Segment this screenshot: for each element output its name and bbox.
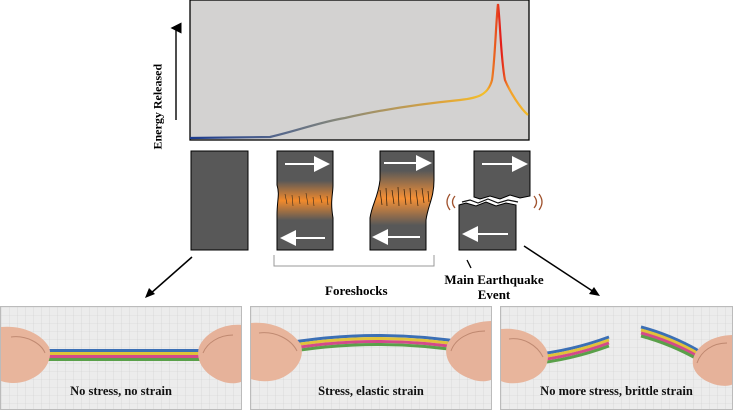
photo-caption-3: No more stress, brittle strain xyxy=(540,384,693,398)
main-event-label-line1: Main Earthquake xyxy=(444,272,544,287)
rupture-line xyxy=(461,198,519,204)
layered-strip-flat xyxy=(21,349,226,361)
foreshocks-bracket xyxy=(273,255,435,267)
foreshocks-label: Foreshocks xyxy=(325,283,388,298)
block-foreshock-1 xyxy=(276,150,334,251)
strain-marks-2 xyxy=(379,186,430,207)
photo-no-strain: No stress, no strain xyxy=(0,306,242,410)
main-event-label: Main Earthquake Event xyxy=(440,272,548,302)
chart-plot-area xyxy=(189,0,530,141)
hand-left xyxy=(501,328,548,384)
block-ruptured-bottom xyxy=(458,201,517,251)
block-ruptured-top xyxy=(473,150,531,200)
energy-chart xyxy=(170,0,530,141)
arrowhead-photo-1 xyxy=(145,288,155,298)
main-event-label-line2: Event xyxy=(477,287,511,302)
arrowhead-photo-3 xyxy=(589,287,600,296)
strain-marks-1 xyxy=(284,192,329,207)
block-unstressed xyxy=(190,150,249,251)
main-event-tick xyxy=(466,259,472,269)
photo-brittle-strain: No more stress, brittle strain xyxy=(500,306,733,410)
arrow-to-photo-3 xyxy=(523,245,595,293)
strain-blocks-diagram xyxy=(145,150,600,298)
hand-right xyxy=(198,324,241,384)
block-foreshock-2 xyxy=(369,150,435,251)
photo-caption-1: No stress, no strain xyxy=(70,384,172,398)
hand-left xyxy=(1,326,51,383)
arrow-to-photo-1 xyxy=(149,256,193,295)
photo-caption-2: Stress, elastic strain xyxy=(318,384,424,398)
energy-curve xyxy=(189,3,529,140)
hand-left xyxy=(251,322,302,382)
hand-right xyxy=(446,321,491,382)
hand-right xyxy=(692,335,732,386)
shake-marks xyxy=(446,193,543,211)
photo-elastic-strain: Stress, elastic strain xyxy=(250,306,492,410)
